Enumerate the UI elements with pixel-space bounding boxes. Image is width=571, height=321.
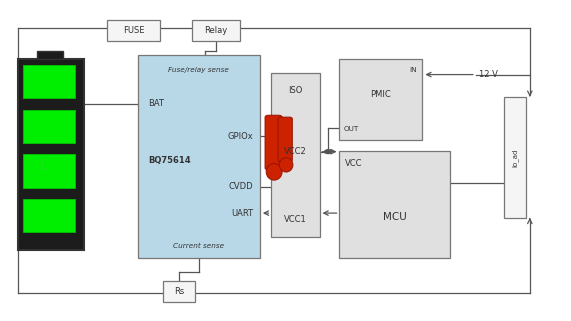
Bar	[192, 21, 240, 41]
Text: ISO: ISO	[288, 86, 303, 95]
Text: Current sense: Current sense	[173, 243, 224, 249]
Text: VCC1: VCC1	[284, 215, 307, 224]
Text: GPIOx: GPIOx	[227, 132, 253, 141]
Text: IN: IN	[410, 67, 417, 73]
Bar	[271, 73, 320, 237]
Ellipse shape	[266, 164, 282, 180]
Text: BQ75614: BQ75614	[148, 156, 191, 165]
Bar	[23, 154, 75, 187]
Text: Rs: Rs	[174, 287, 184, 296]
Bar	[23, 199, 75, 232]
Text: Relay: Relay	[204, 26, 227, 35]
Bar	[18, 59, 84, 250]
Bar	[340, 59, 422, 140]
Text: VCC: VCC	[345, 159, 363, 168]
Text: FUSE: FUSE	[123, 26, 144, 35]
Bar	[37, 51, 63, 59]
FancyBboxPatch shape	[278, 117, 292, 162]
Text: BAT: BAT	[148, 100, 164, 108]
Text: UART: UART	[231, 209, 253, 218]
Bar	[138, 56, 260, 257]
Bar	[107, 21, 160, 41]
Text: VCC2: VCC2	[284, 147, 307, 156]
Bar	[23, 109, 75, 143]
Circle shape	[325, 150, 332, 153]
Text: · · ·: · · ·	[41, 158, 47, 169]
Text: CVDD: CVDD	[228, 182, 253, 191]
Text: MCU: MCU	[383, 212, 407, 222]
Text: PMIC: PMIC	[371, 90, 391, 99]
Bar	[340, 151, 451, 257]
Text: Io_ad: Io_ad	[512, 148, 518, 167]
Bar	[23, 65, 75, 99]
FancyBboxPatch shape	[265, 115, 282, 170]
Bar	[504, 97, 526, 218]
Text: Fuse/relay sense: Fuse/relay sense	[168, 67, 230, 73]
Text: OUT: OUT	[344, 126, 359, 132]
Bar	[163, 282, 195, 302]
Text: 12 V: 12 V	[478, 70, 497, 79]
Ellipse shape	[279, 158, 293, 172]
